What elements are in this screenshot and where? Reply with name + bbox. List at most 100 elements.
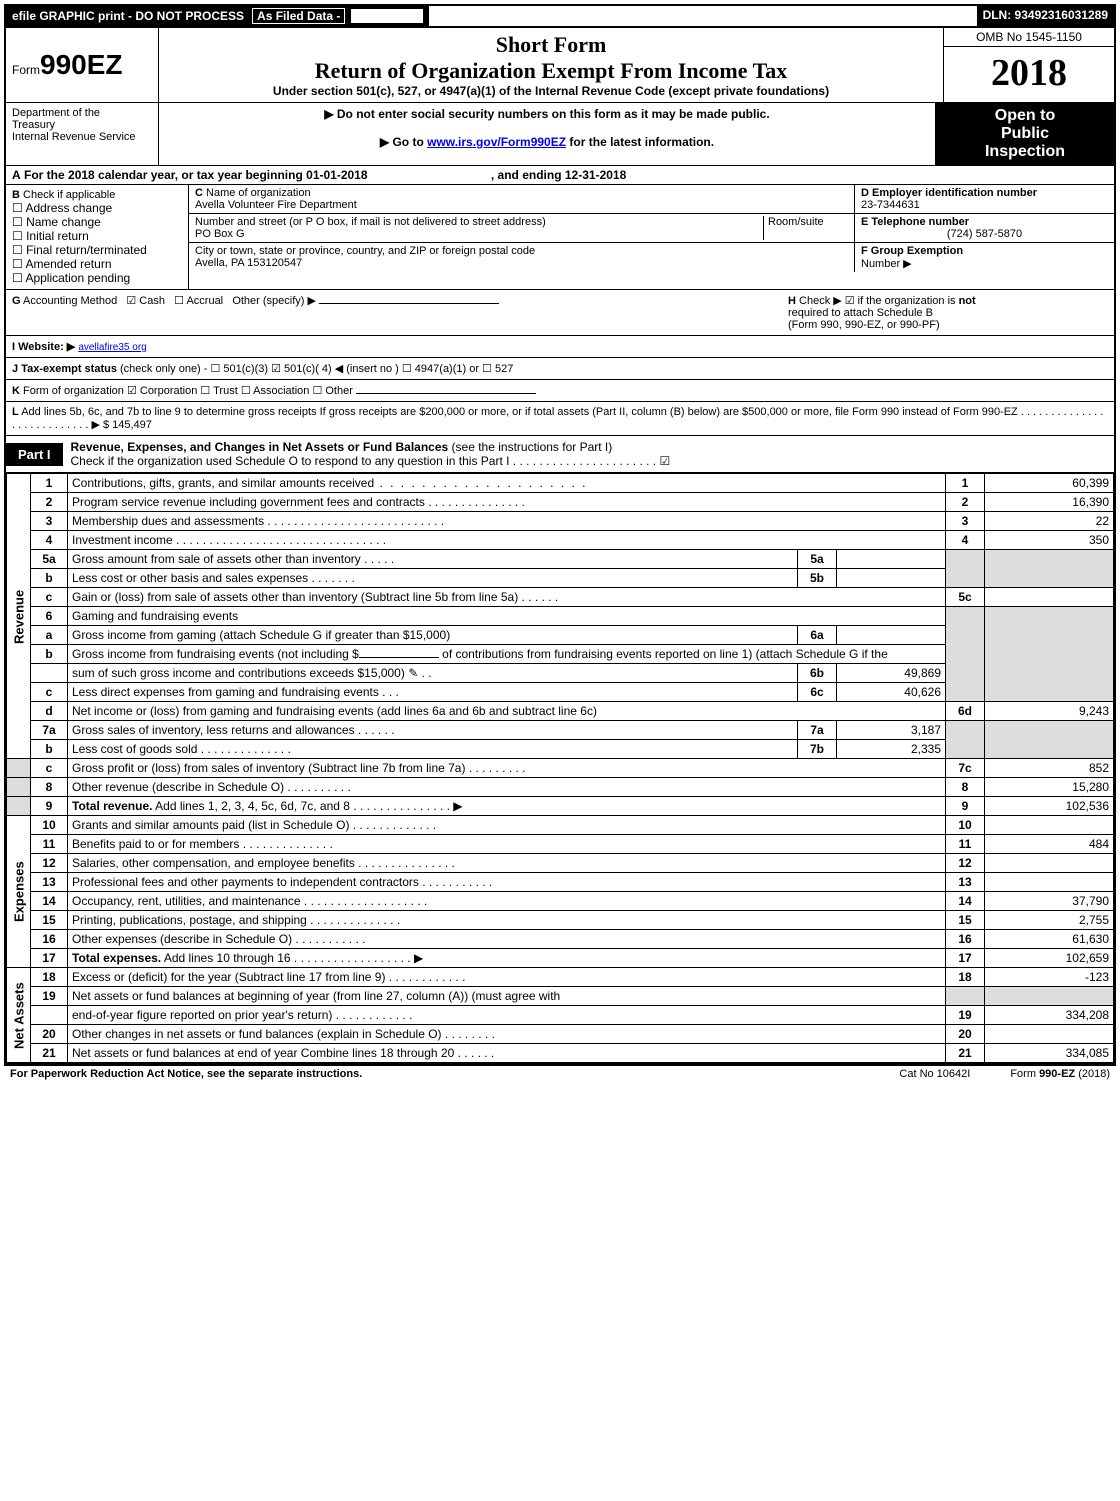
- efile-header: efile GRAPHIC print - DO NOT PROCESS As …: [6, 6, 429, 26]
- cal-text2: , and ending: [491, 168, 565, 182]
- l-text: Add lines 5b, 6c, and 7b to line 9 to de…: [12, 406, 1103, 431]
- ein-row: D Employer identification number 23-7344…: [854, 185, 1114, 214]
- chk-address-change[interactable]: ☐ Address change: [12, 201, 112, 215]
- part1-header: Part I Revenue, Expenses, and Changes in…: [6, 436, 1114, 473]
- calendar-year-row: A For the 2018 calendar year, or tax yea…: [6, 166, 1114, 185]
- g-label: G: [12, 295, 21, 307]
- cal-text1: For the 2018 calendar year, or tax year …: [24, 168, 306, 182]
- as-filed-label: As Filed Data -: [252, 8, 345, 24]
- table-row: 5a Gross amount from sale of assets othe…: [7, 550, 1114, 569]
- right-box: OMB No 1545-1150 2018: [944, 28, 1114, 102]
- table-row: c Gain or (loss) from sale of assets oth…: [7, 588, 1114, 607]
- b-label: B: [12, 189, 20, 201]
- line-val: 60,399: [985, 474, 1114, 493]
- omb-number: OMB No 1545-1150: [944, 28, 1114, 47]
- inspection: Inspection: [985, 143, 1065, 160]
- name-addr-col: C Name of organization Avella Volunteer …: [189, 185, 854, 289]
- h-label: H: [788, 295, 796, 307]
- table-row: 4 Investment income . . . . . . . . . . …: [7, 531, 1114, 550]
- dept-line3: Internal Revenue Service: [12, 131, 136, 143]
- chk-name-change[interactable]: ☐ Name change: [12, 215, 101, 229]
- public: Public: [1001, 125, 1049, 142]
- form-container: efile GRAPHIC print - DO NOT PROCESS As …: [4, 4, 1116, 1065]
- irs-link[interactable]: www.irs.gov/Form990EZ: [427, 135, 566, 149]
- subtitle: Under section 501(c), 527, or 4947(a)(1)…: [179, 84, 923, 98]
- h-not: not: [959, 295, 976, 307]
- dept-row: Department of the Treasury Internal Reve…: [6, 102, 1114, 166]
- c-label: C: [195, 187, 203, 199]
- h-text3: (Form 990, 990-EZ, or 990-PF): [788, 319, 940, 331]
- name-label: Name of organization: [206, 187, 311, 199]
- part1-title-suffix: (see the instructions for Part I): [452, 440, 613, 454]
- chk-accrual[interactable]: ☐ Accrual: [174, 295, 223, 307]
- website-link[interactable]: avellafire35 org: [78, 342, 146, 353]
- table-row: 14 Occupancy, rent, utilities, and maint…: [7, 892, 1114, 911]
- i-row: I Website: ▶ avellafire35 org: [6, 336, 1114, 358]
- table-row: 12 Salaries, other compensation, and emp…: [7, 854, 1114, 873]
- form-prefix: Form: [12, 63, 40, 77]
- revenue-side-label: Revenue: [7, 474, 31, 759]
- dept-left: Department of the Treasury Internal Reve…: [6, 103, 159, 165]
- expenses-side-label: Expenses: [7, 816, 31, 968]
- line-num: 1: [31, 474, 68, 493]
- table-row: 2 Program service revenue including gove…: [7, 493, 1114, 512]
- ein-value: 23-7344631: [861, 199, 920, 211]
- group-exemption-row: F Group Exemption Number ▶: [854, 243, 1114, 272]
- table-row: 9 Total revenue. Add lines 1, 2, 3, 4, 5…: [7, 797, 1114, 816]
- phone-row: E Telephone number (724) 587-5870: [854, 214, 1114, 243]
- form-990ez-text: 990EZ: [40, 49, 123, 80]
- dept-mid: ▶ Do not enter social security numbers o…: [159, 103, 936, 165]
- table-row: end-of-year figure reported on prior yea…: [7, 1006, 1114, 1025]
- table-row: Net Assets 18 Excess or (deficit) for th…: [7, 968, 1114, 987]
- netassets-side-label: Net Assets: [7, 968, 31, 1063]
- other-specify: Other (specify) ▶: [232, 295, 316, 307]
- footer-left: For Paperwork Reduction Act Notice, see …: [10, 1068, 859, 1080]
- table-row: c Gross profit or (loss) from sales of i…: [7, 759, 1114, 778]
- table-row: d Net income or (loss) from gaming and f…: [7, 702, 1114, 721]
- chk-cash[interactable]: ☑ Cash: [126, 295, 165, 307]
- cal-begin: 01-01-2018: [306, 168, 367, 182]
- other-specify-field[interactable]: [319, 303, 499, 304]
- table-row: 15 Printing, publications, postage, and …: [7, 911, 1114, 930]
- table-row: 19 Net assets or fund balances at beginn…: [7, 987, 1114, 1006]
- org-name: Avella Volunteer Fire Department: [195, 199, 357, 211]
- line-rnum: 1: [946, 474, 985, 493]
- tax-year: 2018: [944, 47, 1114, 99]
- h-text2: required to attach Schedule B: [788, 307, 933, 319]
- check-if-applicable: Check if applicable: [23, 189, 115, 201]
- addr-value: PO Box G: [195, 228, 245, 240]
- f-label: F Group Exemption: [861, 245, 963, 257]
- goto-suffix: for the latest information.: [566, 135, 714, 149]
- chk-final-return[interactable]: ☐ Final return/terminated: [12, 243, 147, 257]
- k-other-field[interactable]: [356, 393, 536, 394]
- l-label: L: [12, 406, 19, 418]
- org-name-row: C Name of organization Avella Volunteer …: [189, 185, 854, 214]
- table-row: 3 Membership dues and assessments . . . …: [7, 512, 1114, 531]
- chk-initial-return[interactable]: ☐ Initial return: [12, 229, 89, 243]
- goto-prefix: ▶ Go to: [380, 135, 427, 149]
- g-left: G Accounting Method ☑ Cash ☐ Accrual Oth…: [12, 294, 788, 331]
- footer-row: For Paperwork Reduction Act Notice, see …: [4, 1065, 1116, 1082]
- j-row: J Tax-exempt status (check only one) - ☐…: [6, 358, 1114, 380]
- short-form-title: Short Form: [179, 32, 923, 58]
- table-row: Expenses 10 Grants and similar amounts p…: [7, 816, 1114, 835]
- open-public-box: Open to Public Inspection: [936, 103, 1114, 165]
- k-label: K: [12, 385, 20, 397]
- table-row: 11 Benefits paid to or for members . . .…: [7, 835, 1114, 854]
- form-number: Form990EZ: [12, 49, 152, 81]
- dln-label: DLN: 93492316031289: [977, 6, 1114, 26]
- cal-end: 12-31-2018: [565, 168, 626, 182]
- addr-label: Number and street (or P O box, if mail i…: [195, 216, 546, 228]
- chk-application-pending[interactable]: ☐ Application pending: [12, 271, 130, 285]
- e-label: E Telephone number: [861, 216, 969, 228]
- title-box: Short Form Return of Organization Exempt…: [159, 28, 944, 102]
- efile-text: efile GRAPHIC print - DO NOT PROCESS: [12, 9, 244, 23]
- table-row: 8 Other revenue (describe in Schedule O)…: [7, 778, 1114, 797]
- chk-amended-return[interactable]: ☐ Amended return: [12, 257, 112, 271]
- table-row: 21 Net assets or fund balances at end of…: [7, 1044, 1114, 1063]
- bcdef-section: B Check if applicable ☐ Address change ☐…: [6, 185, 1114, 290]
- phone-value: (724) 587-5870: [861, 228, 1108, 240]
- open-to: Open to: [995, 107, 1055, 124]
- check-col: B Check if applicable ☐ Address change ☐…: [6, 185, 189, 289]
- table-row: 7a Gross sales of inventory, less return…: [7, 721, 1114, 740]
